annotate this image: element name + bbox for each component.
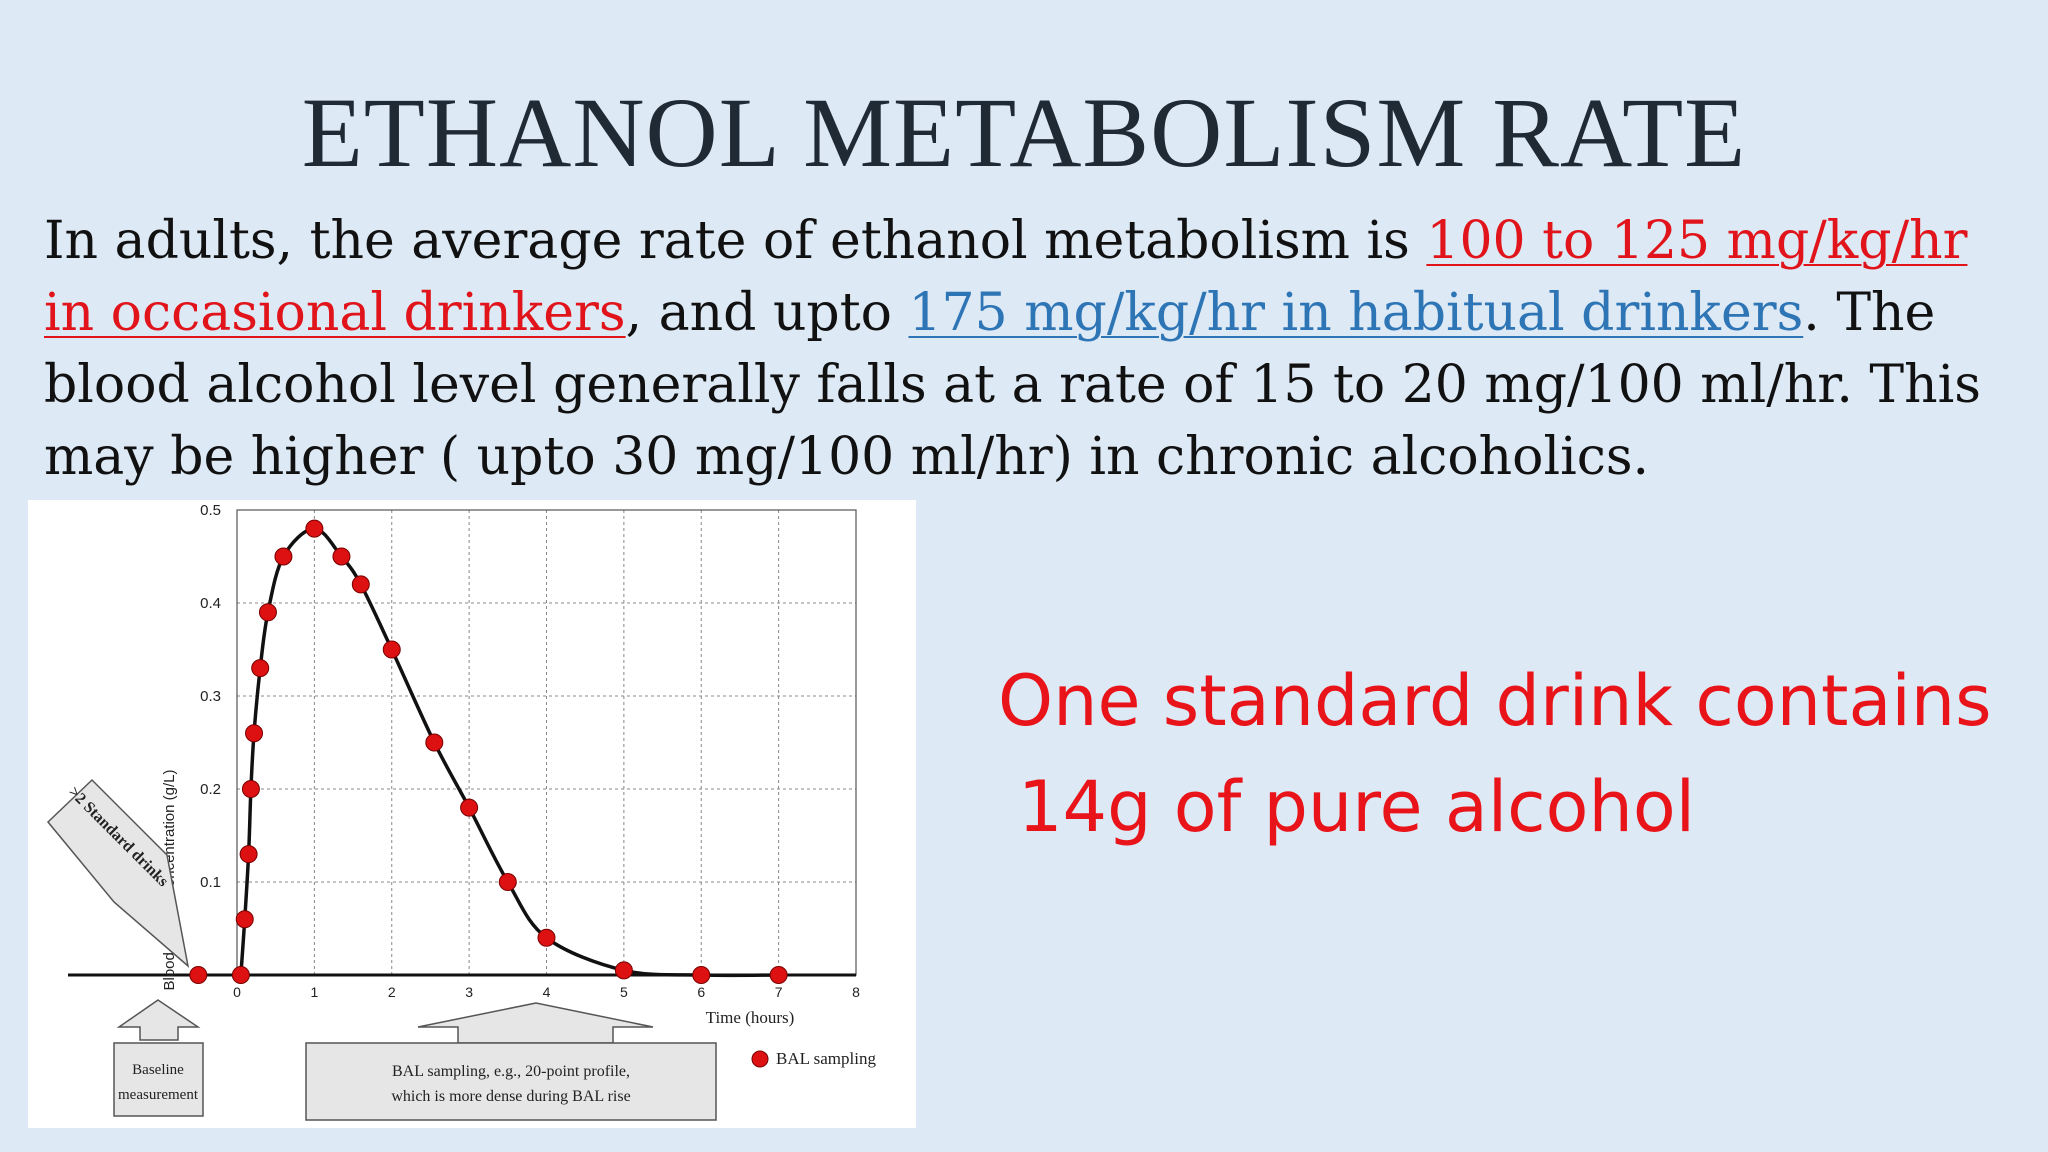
standard-drink-callout: One standard drink contains 14g of pure … [998,648,1998,860]
data-point [537,928,556,947]
y-tick-label: 0.2 [200,781,221,798]
data-point [251,659,270,678]
data-point [189,966,208,984]
series-line [239,526,779,978]
y-tick-label: 0.4 [200,595,221,612]
chart-legend: BAL sampling [751,1049,876,1068]
plot-border [236,509,857,976]
paragraph-text-1: In adults, the average rate of ethanol m… [44,211,1427,271]
data-point [769,966,788,984]
data-points [189,519,788,984]
x-tick-label: 2 [388,984,396,1000]
y-axis-ticks: 0.1 0.2 0.3 0.4 0.5 [200,502,221,891]
data-point [425,733,444,752]
data-point [274,547,293,566]
baseline-box: Baseline measurement [113,1042,204,1117]
data-point [241,780,260,798]
y-tick-label: 0.5 [200,502,221,519]
x-tick-label: 5 [620,984,628,1000]
body-paragraph: In adults, the average rate of ethanol m… [44,205,2014,493]
data-point [692,966,711,984]
x-tick-label: 1 [310,984,318,1000]
sampling-box-line-1: BAL sampling, e.g., 20-point profile, [392,1063,630,1080]
y-tick-label: 0.1 [200,874,221,891]
legend-label: BAL sampling [776,1049,876,1068]
legend-marker [751,1050,769,1068]
paragraph-text-2: , and upto [625,283,909,343]
y-tick-label: 0.3 [200,688,221,705]
data-point [239,845,258,864]
data-point [258,603,277,622]
data-point [614,961,633,980]
baseline-up-arrow [116,999,201,1041]
x-tick-label: 3 [465,984,473,1000]
occasional-drinkers-link[interactable]: 100 to 125 mg/kg/hr in occasional drinke… [44,211,1968,343]
sampling-box-line-2: which is more dense during BAL rise [391,1088,630,1105]
data-point [460,798,479,817]
x-tick-label: 0 [233,984,241,1000]
paragraph-text-3: . The blood alcohol level generally fall… [44,283,1981,487]
data-point [235,910,254,929]
x-tick-label: 8 [852,984,860,1000]
data-point [231,966,250,984]
series-curve [239,526,779,978]
data-point [351,575,370,594]
x-axis-label: Time (hours) [706,1008,795,1027]
sampling-box: BAL sampling, e.g., 20-point profile, wh… [305,1042,717,1121]
data-point [498,873,517,891]
habitual-drinkers-link[interactable]: 175 mg/kg/hr in habitual drinkers [908,283,1804,343]
chart-grid [237,510,856,975]
plot-frame [68,509,857,977]
slide-title: ETHANOL METABOLISM RATE [301,77,1747,188]
callout-line-2: 14g of pure alcohol [1018,766,1696,848]
x-tick-label: 6 [697,984,705,1000]
data-point [382,640,401,659]
data-point [332,547,351,566]
data-point [245,724,264,743]
data-point [305,519,324,538]
sampling-up-arrow [417,1002,654,1044]
x-tick-label: 4 [543,984,551,1000]
x-tick-label: 7 [775,984,783,1000]
x-axis-ticks: 0 1 2 3 4 5 6 7 8 [233,984,860,1000]
baseline-box-line-1: Baseline [132,1062,184,1078]
callout-line-1: One standard drink contains [998,660,1992,742]
baseline-box-line-2: measurement [118,1087,199,1103]
